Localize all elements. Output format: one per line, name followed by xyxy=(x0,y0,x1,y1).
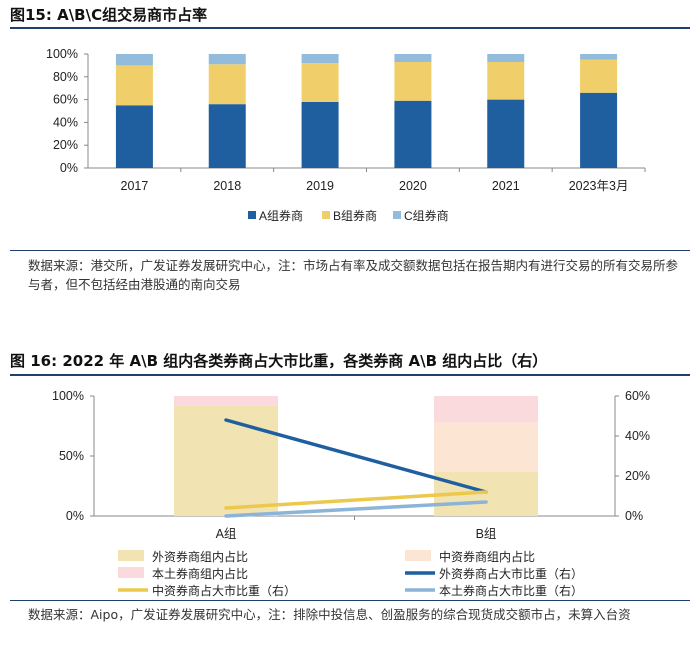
right-y-tick-label: 60% xyxy=(625,389,650,403)
bar-B组券商 xyxy=(580,59,618,93)
legend-swatch xyxy=(322,211,330,219)
figure16-title: 图 16: 2022 年 A\B 组内各类券商占大市比重，各类券商 A\B 组内… xyxy=(10,352,548,370)
y-tick-label: 60% xyxy=(53,93,78,107)
x-tick-label: 2017 xyxy=(121,179,149,193)
bar-C组券商 xyxy=(580,54,618,60)
legend-label: B组券商 xyxy=(333,208,377,223)
figure15-title: 图15: A\B\C组交易商市占率 xyxy=(10,6,208,24)
bar-本土券商组内占比 xyxy=(174,396,278,406)
legend-swatch xyxy=(393,211,401,219)
y-tick-label: 0% xyxy=(60,161,78,175)
right-y-tick-label: 20% xyxy=(625,469,650,483)
left-y-tick-label: 100% xyxy=(52,389,84,403)
bar-本土券商组内占比 xyxy=(434,396,538,423)
line-中资券商占大市比重（右） xyxy=(224,490,488,510)
bar-C组券商 xyxy=(115,54,153,66)
legend-swatch xyxy=(248,211,256,219)
legend-swatch xyxy=(118,550,144,561)
figure15-source: 数据来源：港交所，广发证券发展研究中心，注：市场占有率及成交额数据包括在报告期内… xyxy=(28,258,679,292)
line-外资券商占大市比重（右） xyxy=(224,418,488,494)
bar-C组券商 xyxy=(301,54,339,64)
legend-label: A组券商 xyxy=(259,208,303,223)
right-y-tick-label: 0% xyxy=(625,509,643,523)
bar-C组券商 xyxy=(487,54,525,62)
x-tick-label: 2023年3月 xyxy=(569,179,629,193)
bar-B组券商 xyxy=(115,65,153,106)
x-tick-label: 2018 xyxy=(213,179,241,193)
figure15-title-rule xyxy=(10,27,690,29)
x-tick-label: 2021 xyxy=(492,179,520,193)
bar-A组券商 xyxy=(394,100,432,168)
legend-swatch xyxy=(405,550,431,561)
figure15-chart: 0% 20% 40% 60% 80% 100% 2017 2018 2019 2020 2021 20… xyxy=(46,47,646,223)
bar-B组券商 xyxy=(487,61,525,100)
bar-C组券商 xyxy=(394,54,432,62)
bar-中资券商组内占比 xyxy=(434,422,538,472)
left-y-tick-label: 50% xyxy=(59,449,84,463)
figure15-source-rule xyxy=(10,250,690,251)
left-y-tick-label: 0% xyxy=(66,509,84,523)
legend-label: 外资券商占大市比重（右） xyxy=(439,566,583,581)
y-tick-label: 100% xyxy=(46,47,78,61)
bar-A组券商 xyxy=(301,101,339,168)
bar-B组券商 xyxy=(208,64,246,105)
x-tick-label: 2019 xyxy=(306,179,334,193)
y-tick-label: 80% xyxy=(53,70,78,84)
legend-label: 本土券商占大市比重（右） xyxy=(439,583,583,598)
bar-A组券商 xyxy=(487,99,525,168)
y-tick-label: 20% xyxy=(53,138,78,152)
right-y-tick-label: 40% xyxy=(625,429,650,443)
legend-label: 中资券商占大市比重（右） xyxy=(152,583,296,598)
legend-label: 外资券商组内占比 xyxy=(152,549,248,564)
bar-A组券商 xyxy=(115,105,153,168)
x-tick-label: 2020 xyxy=(399,179,427,193)
bar-A组券商 xyxy=(580,92,618,168)
bar-C组券商 xyxy=(208,54,246,65)
legend-label: 中资券商组内占比 xyxy=(439,549,535,564)
legend-swatch xyxy=(118,567,144,578)
x-tick-label: B组 xyxy=(476,527,497,541)
x-tick-label: A组 xyxy=(216,527,237,541)
figure16-source: 数据来源：Aipo，广发证券发展研究中心，注：排除中投信息、创盈服务的综合现货成… xyxy=(28,607,631,622)
figure16-title-rule xyxy=(10,374,690,376)
bar-B组券商 xyxy=(394,61,432,101)
bar-B组券商 xyxy=(301,63,339,102)
line-本土券商占大市比重（右） xyxy=(224,500,488,518)
figure16-source-rule xyxy=(10,600,690,601)
y-tick-label: 40% xyxy=(53,115,78,129)
legend-label: 本土券商组内占比 xyxy=(152,566,248,581)
legend-label: C组券商 xyxy=(404,208,449,223)
bar-A组券商 xyxy=(208,104,246,168)
bar-外资券商组内占比 xyxy=(174,405,278,516)
